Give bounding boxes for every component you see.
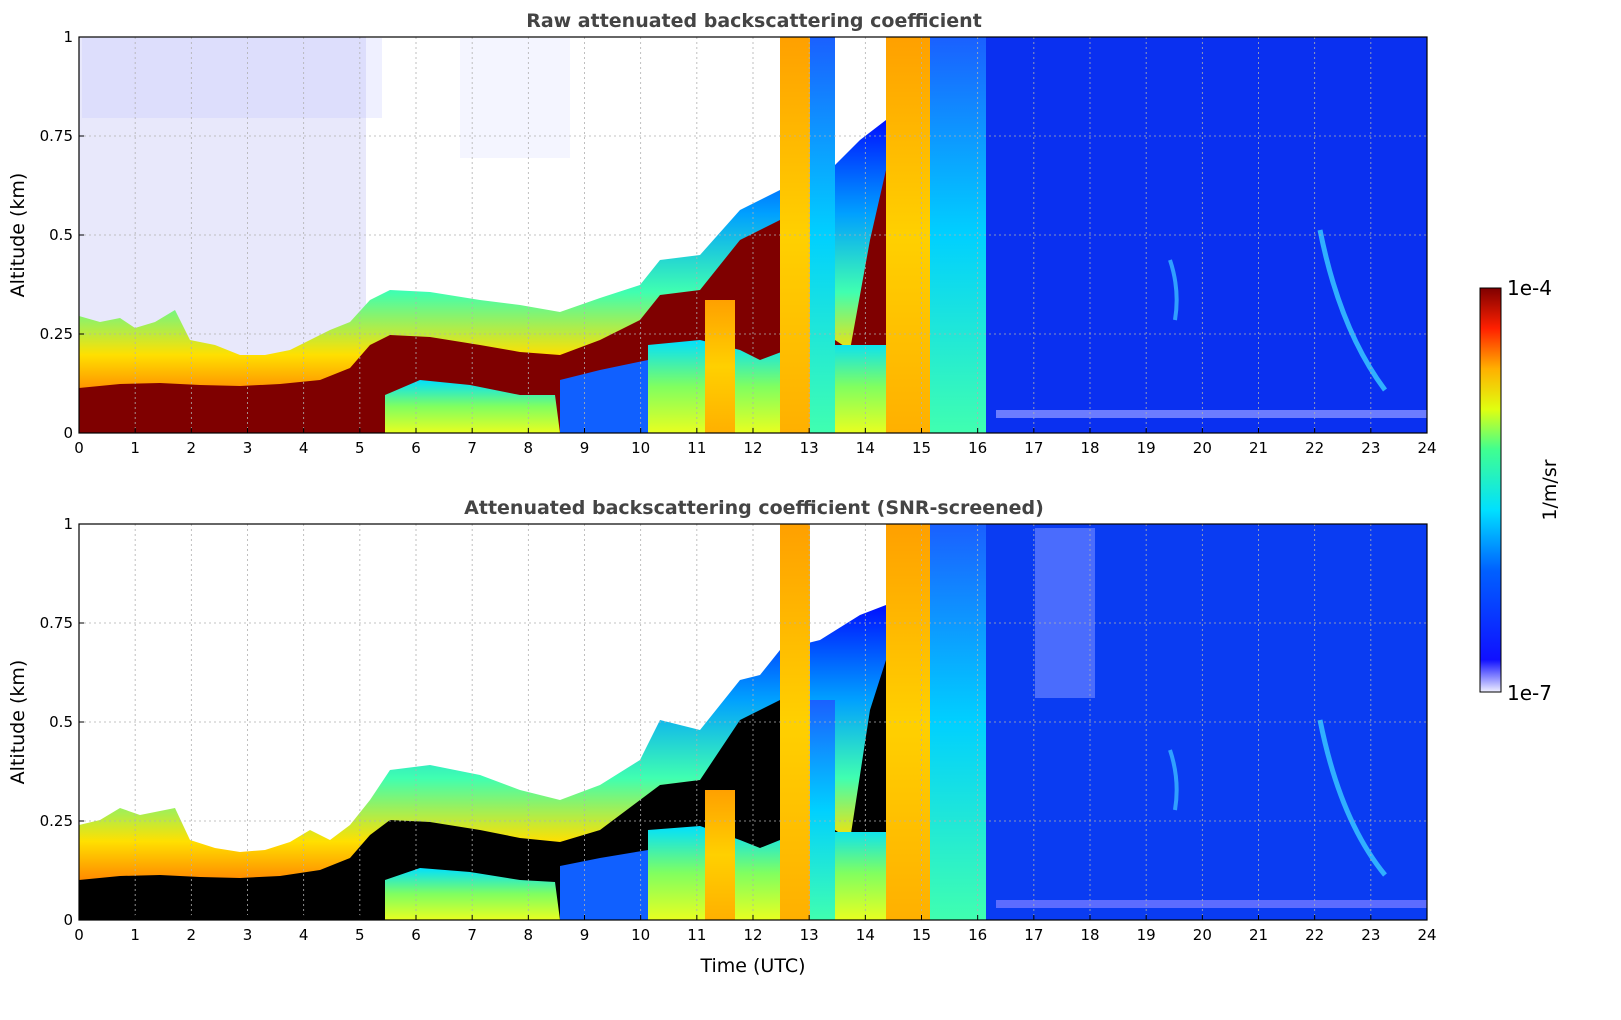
x-tick-label: 15 [912,439,931,457]
y-tick-label: 0.5 [49,713,73,731]
x-tick-label: 18 [1080,926,1099,944]
x-tick-label: 12 [743,926,762,944]
x-tick-label: 17 [1024,439,1043,457]
x-tick-label: 1 [130,926,140,944]
panel-1-column-13h [810,37,835,433]
panel-2-feature-22h [1317,719,1387,877]
x-tick-label: 10 [631,926,650,944]
y-tick-label: 1 [63,515,73,533]
x-tick-label: 4 [299,926,309,944]
y-tick-label: 0 [63,424,73,442]
x-tick-label: 14 [856,926,875,944]
y-tick-label: 0.5 [49,226,73,244]
panel-2-x-ticks: 0 1 2 3 4 5 6 7 8 9 10 11 12 13 14 15 16 17 18 19 20 21 22 23 24 [74,915,1437,944]
panel-2-feature-19h [1168,749,1179,811]
panel-1-x-ticks: 0 1 2 3 4 5 6 7 8 9 10 11 12 13 14 15 16 17 18 19 20 21 22 23 24 [74,428,1437,457]
x-tick-label: 1 [130,439,140,457]
y-tick-label: 0.75 [40,127,73,145]
panel-1-column-11h [705,300,735,433]
x-tick-label: 6 [411,926,421,944]
x-tick-label: 21 [1249,439,1268,457]
x-tick-label: 22 [1305,926,1324,944]
x-tick-label: 10 [631,439,650,457]
x-tick-label: 3 [243,439,253,457]
x-tick-label: 20 [1193,439,1212,457]
y-tick-label: 0.25 [40,325,73,343]
panel-2-y-label: Altitude (km) [7,660,29,785]
x-tick-label: 15 [912,926,931,944]
panel-1-y-ticks: 0 0.25 0.5 0.75 1 [40,28,84,442]
x-tick-label: 17 [1024,926,1043,944]
x-tick-label: 0 [74,926,84,944]
x-tick-label: 7 [467,439,477,457]
panel-2-column-13h [810,700,835,920]
colorbar-min-label: 1e-7 [1507,681,1552,705]
panel-1-lower-aerosol [385,380,560,433]
x-tick-label: 23 [1361,926,1380,944]
y-tick-label: 0.25 [40,812,73,830]
x-tick-label: 22 [1305,439,1324,457]
panel-2-heatmap [79,524,1427,920]
x-tick-label: 12 [743,439,762,457]
x-tick-label: 24 [1417,439,1436,457]
x-tick-label: 5 [355,926,365,944]
x-tick-label: 13 [800,926,819,944]
panel-2-near-ground-band [996,900,1427,908]
panel-1-feature-22h [1317,229,1388,392]
panel-2-y-ticks: 0 0.25 0.5 0.75 1 [40,515,84,929]
x-tick-label: 24 [1417,926,1436,944]
x-tick-label: 3 [243,926,253,944]
x-tick-label: 8 [524,439,534,457]
colorbar-scale [1479,287,1502,693]
panel-2-column-11h [705,790,735,920]
x-tick-label: 11 [687,439,706,457]
x-tick-label: 19 [1137,439,1156,457]
raw-backscatter-panel: Raw attenuated backscattering coefficien… [7,10,1437,457]
x-tick-label: 4 [299,439,309,457]
x-tick-label: 2 [187,439,197,457]
x-tick-label: 0 [74,439,84,457]
panel-2-grid [79,524,1427,920]
x-tick-label: 7 [467,926,477,944]
x-tick-label: 16 [968,926,987,944]
x-tick-label: 21 [1249,926,1268,944]
x-tick-label: 16 [968,439,987,457]
x-tick-label: 13 [800,439,819,457]
x-tick-label: 2 [187,926,197,944]
panel-1-feature-19h [1168,259,1179,321]
panel-2-lower-blue [560,850,648,920]
panel-1-near-ground-band [996,410,1427,418]
colorbar-unit-label: 1/m/sr [1539,459,1561,520]
colorbar-max-label: 1e-4 [1507,276,1552,300]
panel-2-title: Attenuated backscattering coefficient (S… [464,497,1044,519]
x-tick-label: 20 [1193,926,1212,944]
panel-2-screened-patch [1035,528,1095,698]
y-tick-label: 0.75 [40,614,73,632]
x-tick-label: 5 [355,439,365,457]
x-tick-label: 14 [856,439,875,457]
y-tick-label: 1 [63,28,73,46]
x-tick-label: 8 [524,926,534,944]
panel-1-title: Raw attenuated backscattering coefficien… [526,10,982,32]
x-tick-label: 9 [580,926,590,944]
colorbar: 1e-4 1e-7 1/m/sr [1479,276,1561,705]
x-tick-label: 11 [687,926,706,944]
screened-backscatter-panel: Attenuated backscattering coefficient (S… [7,497,1437,977]
x-tick-label: 19 [1137,926,1156,944]
x-axis-label: Time (UTC) [699,955,805,977]
y-tick-label: 0 [63,911,73,929]
panel-1-y-label: Altitude (km) [7,173,29,298]
x-tick-label: 9 [580,439,590,457]
x-tick-label: 6 [411,439,421,457]
panel-1-grid [79,37,1427,433]
panel-1-lower-blue [560,360,648,433]
x-tick-label: 18 [1080,439,1099,457]
x-tick-label: 23 [1361,439,1380,457]
